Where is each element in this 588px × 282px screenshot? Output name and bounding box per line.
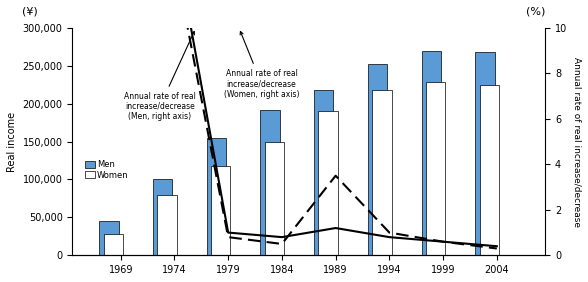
Bar (206, 138, 226, 255)
Y-axis label: Real income: Real income (7, 111, 17, 172)
Bar (422, 50, 441, 255)
Text: (¥): (¥) (22, 6, 38, 16)
Bar (368, 64, 387, 255)
Bar (260, 110, 280, 255)
Bar (103, 234, 123, 255)
Y-axis label: Annual rate of real increase/decrease: Annual rate of real increase/decrease (572, 57, 581, 226)
Bar (314, 90, 333, 255)
Bar (319, 111, 338, 255)
Bar (475, 52, 495, 255)
Bar (211, 166, 230, 255)
Bar (153, 179, 172, 255)
Bar (426, 82, 445, 255)
Text: Annual rate of real
increase/decrease
(Women, right axis): Annual rate of real increase/decrease (W… (224, 32, 299, 98)
Bar (265, 142, 284, 255)
Bar (99, 221, 119, 255)
Text: Annual rate of real
increase/decrease
(Men, right axis): Annual rate of real increase/decrease (M… (124, 32, 196, 121)
Bar (480, 85, 499, 255)
Bar (372, 90, 392, 255)
Bar (157, 195, 176, 255)
Text: (%): (%) (526, 6, 545, 16)
Legend: Men, Women: Men, Women (81, 157, 132, 183)
